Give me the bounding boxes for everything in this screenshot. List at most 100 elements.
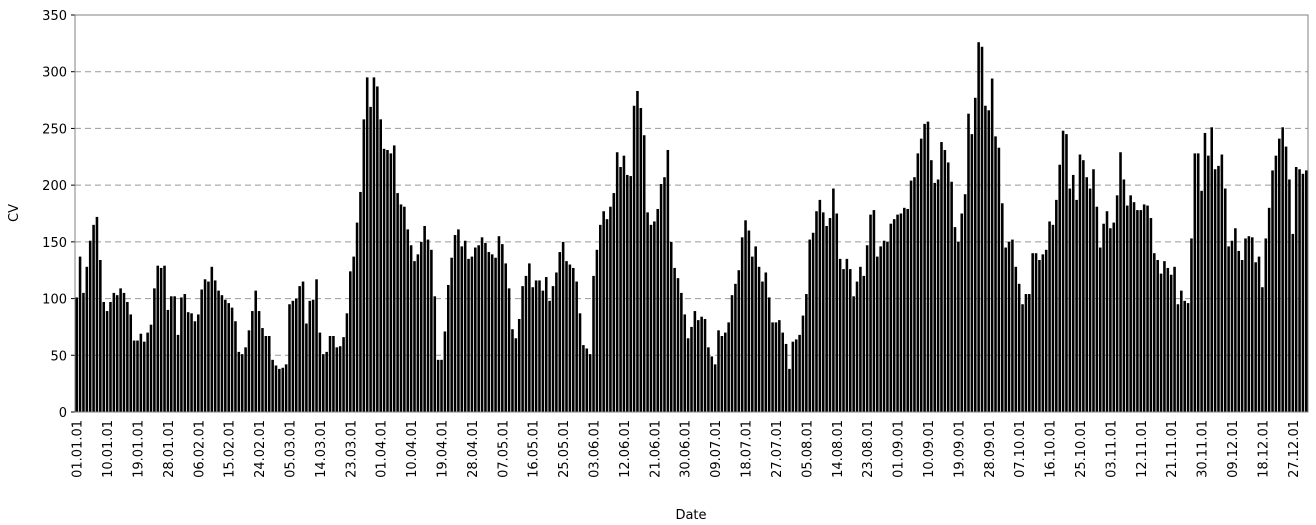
bar xyxy=(1275,156,1278,412)
bar xyxy=(1038,260,1041,412)
x-tick-label: 19.04.01 xyxy=(436,420,451,478)
bar xyxy=(552,286,555,412)
bar xyxy=(933,183,936,412)
bar xyxy=(812,233,815,412)
bar xyxy=(636,91,639,412)
bar xyxy=(886,242,889,412)
bar xyxy=(447,285,450,412)
bar xyxy=(950,182,953,412)
bar xyxy=(778,320,781,412)
bar xyxy=(1025,294,1028,412)
bar xyxy=(295,299,298,412)
bar xyxy=(86,267,89,412)
bar xyxy=(369,107,372,412)
bar xyxy=(1224,189,1227,412)
bar xyxy=(312,300,315,412)
bar xyxy=(1231,241,1234,412)
bar xyxy=(832,189,835,412)
bar xyxy=(673,268,676,412)
bar xyxy=(575,282,578,412)
bar xyxy=(346,313,349,412)
bar xyxy=(417,254,420,412)
bar xyxy=(626,175,629,412)
bar xyxy=(1156,260,1159,412)
bar xyxy=(869,215,872,412)
bar xyxy=(467,259,470,412)
bar xyxy=(697,320,700,412)
bar xyxy=(521,286,524,412)
bar xyxy=(1207,156,1210,412)
bar xyxy=(558,252,561,412)
bar xyxy=(917,153,920,412)
x-tick-label: 16.10.01 xyxy=(1044,420,1059,478)
x-tick-label: 10.04.01 xyxy=(405,420,420,478)
bar xyxy=(525,276,528,412)
bar xyxy=(379,119,382,412)
bar xyxy=(180,297,183,412)
bar xyxy=(954,227,957,412)
x-tick-label: 14.03.01 xyxy=(314,420,329,478)
bar xyxy=(1160,274,1163,412)
bar xyxy=(319,333,322,412)
bar xyxy=(724,333,727,412)
bar xyxy=(876,257,879,412)
x-tick-label: 05.08.01 xyxy=(800,420,815,478)
bar xyxy=(1008,242,1011,412)
bar xyxy=(991,79,994,412)
bar xyxy=(1214,169,1217,412)
bar xyxy=(1281,127,1284,412)
bar xyxy=(511,329,514,412)
bar xyxy=(1261,287,1264,412)
bar xyxy=(1194,153,1197,412)
bar xyxy=(1055,200,1058,412)
bar xyxy=(704,319,707,412)
bar xyxy=(785,344,788,412)
bar xyxy=(947,162,950,412)
bar xyxy=(474,248,477,412)
bar xyxy=(613,193,616,412)
bar xyxy=(329,336,332,412)
bar xyxy=(1167,268,1170,412)
bar xyxy=(82,293,85,412)
bar xyxy=(974,98,977,412)
bar xyxy=(862,276,865,412)
bar xyxy=(930,160,933,412)
bar xyxy=(1042,254,1045,412)
bar xyxy=(1082,160,1085,412)
bar xyxy=(741,237,744,412)
bar xyxy=(508,288,511,412)
bar xyxy=(721,336,724,412)
bar xyxy=(106,311,109,412)
x-tick-label: 19.09.01 xyxy=(952,420,967,478)
y-tick-label: 250 xyxy=(42,122,67,137)
bar xyxy=(254,291,257,412)
bar xyxy=(315,279,318,412)
bar xyxy=(727,322,730,412)
bar xyxy=(285,364,288,412)
bar xyxy=(653,221,656,412)
bar xyxy=(940,142,943,412)
bar xyxy=(1254,262,1257,412)
bar xyxy=(707,347,710,412)
bar xyxy=(893,219,896,412)
bar xyxy=(488,252,491,412)
bar xyxy=(596,250,599,412)
bar xyxy=(214,280,217,412)
bar xyxy=(96,217,99,412)
bar xyxy=(788,369,791,412)
bar xyxy=(1048,221,1051,412)
x-tick-label: 19.01.01 xyxy=(131,420,146,478)
bar xyxy=(690,327,693,412)
bar xyxy=(207,282,210,412)
bar xyxy=(994,136,997,412)
bar xyxy=(1018,284,1021,412)
bar xyxy=(1177,304,1180,412)
bar xyxy=(1302,174,1305,412)
bar xyxy=(1150,218,1153,412)
x-tick-label: 28.01.01 xyxy=(162,420,177,478)
bar xyxy=(373,77,376,412)
bar xyxy=(548,301,551,412)
x-tick-label: 07.05.01 xyxy=(496,420,511,478)
bar xyxy=(471,257,474,412)
bar xyxy=(126,302,129,412)
